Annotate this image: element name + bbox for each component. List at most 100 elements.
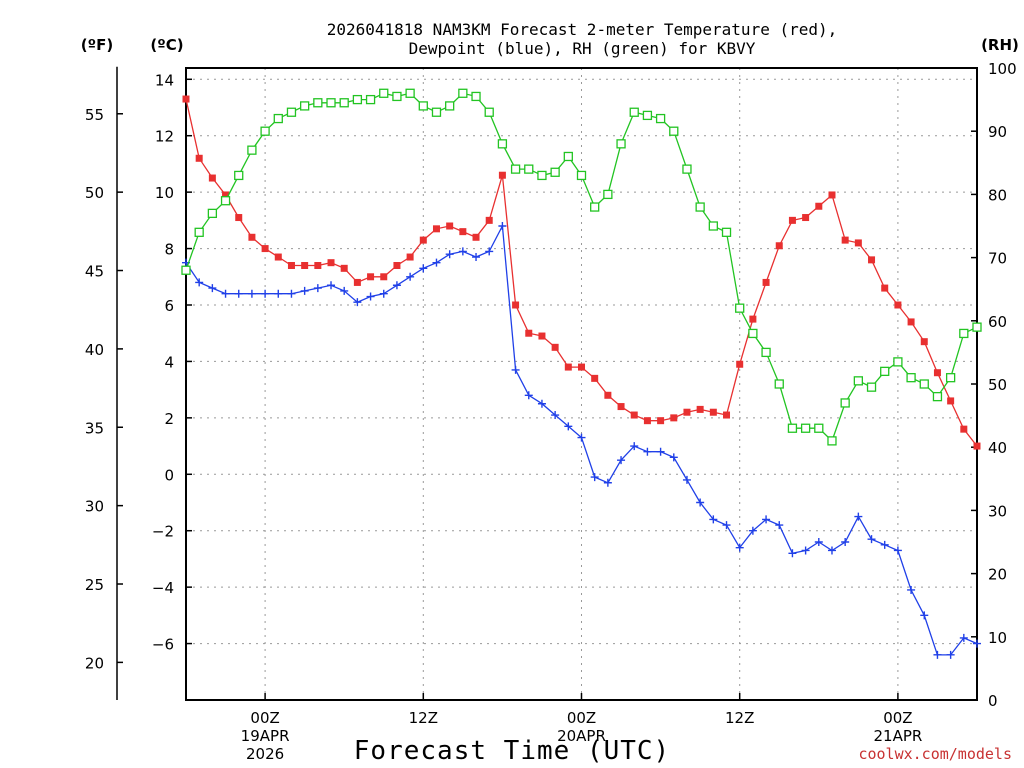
data-point <box>418 101 428 111</box>
data-point <box>380 273 388 281</box>
data-point <box>735 543 744 552</box>
data-point <box>326 98 336 108</box>
data-point <box>947 397 955 405</box>
data-point <box>722 521 731 530</box>
data-point <box>537 399 546 408</box>
data-point <box>248 233 256 241</box>
rh-tick-label: 80 <box>988 186 1007 204</box>
data-point <box>868 256 876 264</box>
data-point <box>973 442 981 450</box>
celsius-tick-label: 14 <box>155 71 174 89</box>
data-point <box>208 174 216 182</box>
data-point <box>261 289 270 298</box>
data-point <box>577 433 586 442</box>
data-point <box>682 475 691 484</box>
data-point <box>313 98 323 108</box>
data-point <box>959 633 968 642</box>
data-point <box>906 373 916 383</box>
data-point <box>775 242 783 250</box>
data-point <box>484 107 494 117</box>
data-point <box>299 101 310 111</box>
data-point <box>748 328 758 339</box>
data-point <box>564 422 573 431</box>
data-point <box>340 286 349 295</box>
data-point <box>301 262 309 269</box>
series-rh <box>181 88 982 446</box>
data-point <box>591 374 599 382</box>
data-point <box>405 88 415 98</box>
data-point <box>208 284 217 293</box>
data-point <box>973 639 981 648</box>
data-point <box>221 289 230 298</box>
data-point <box>195 278 204 287</box>
data-point <box>274 289 283 298</box>
data-point <box>458 247 467 256</box>
fahrenheit-tick-label: 30 <box>85 498 104 516</box>
data-point <box>907 318 915 326</box>
data-point <box>379 88 389 98</box>
data-point <box>748 526 757 535</box>
data-point <box>854 512 863 521</box>
data-point <box>314 262 322 269</box>
data-point <box>445 101 455 111</box>
data-point <box>393 262 401 269</box>
data-point <box>695 202 705 212</box>
data-point <box>182 95 190 103</box>
data-point <box>603 478 612 487</box>
data-point <box>287 289 296 298</box>
data-point <box>287 262 295 269</box>
rh-tick-label: 20 <box>988 566 1007 584</box>
data-point <box>181 265 191 275</box>
data-point <box>339 98 349 108</box>
fahrenheit-tick-label: 25 <box>85 576 104 594</box>
x-tick-label: 2026 <box>246 745 284 763</box>
data-point <box>827 546 836 555</box>
data-point <box>683 408 691 416</box>
data-point <box>576 170 587 181</box>
data-point <box>300 286 309 295</box>
data-point <box>472 253 481 262</box>
data-point <box>340 264 348 272</box>
data-point <box>194 227 204 237</box>
data-point <box>234 170 244 181</box>
data-point <box>247 289 256 298</box>
data-point <box>432 225 440 233</box>
data-point <box>682 164 692 174</box>
data-point <box>920 338 928 346</box>
data-point <box>841 236 849 244</box>
data-point <box>893 546 902 555</box>
fahrenheit-tick-label: 50 <box>85 184 104 202</box>
data-point <box>828 191 836 199</box>
data-point <box>709 408 717 416</box>
data-point <box>946 650 955 659</box>
data-point <box>696 405 704 413</box>
data-point <box>932 391 943 402</box>
celsius-tick-label: −2 <box>152 523 174 541</box>
fahrenheit-tick-label: 55 <box>85 106 104 124</box>
data-point <box>709 515 718 524</box>
data-point <box>960 425 968 433</box>
data-point <box>801 546 810 555</box>
data-point <box>419 236 427 244</box>
data-point <box>643 417 651 425</box>
celsius-tick-label: 8 <box>164 241 174 259</box>
data-point <box>643 447 652 456</box>
x-tick-label: 19APR <box>241 727 290 745</box>
data-point <box>603 189 613 200</box>
data-point <box>260 126 270 136</box>
data-point <box>815 202 823 210</box>
x-tick-label: 12Z <box>409 709 438 727</box>
data-point <box>352 94 363 105</box>
data-point <box>696 498 705 507</box>
rh-tick-label: 40 <box>988 439 1007 457</box>
fahrenheit-tick-label: 40 <box>85 341 104 359</box>
data-point <box>445 250 454 259</box>
celsius-tick-label: 6 <box>164 297 174 315</box>
data-point <box>617 456 626 465</box>
data-point <box>419 264 428 273</box>
celsius-tick-label: 12 <box>155 128 174 146</box>
data-point <box>642 110 653 121</box>
data-point <box>708 221 718 231</box>
data-point <box>749 315 757 323</box>
data-point <box>867 535 876 544</box>
